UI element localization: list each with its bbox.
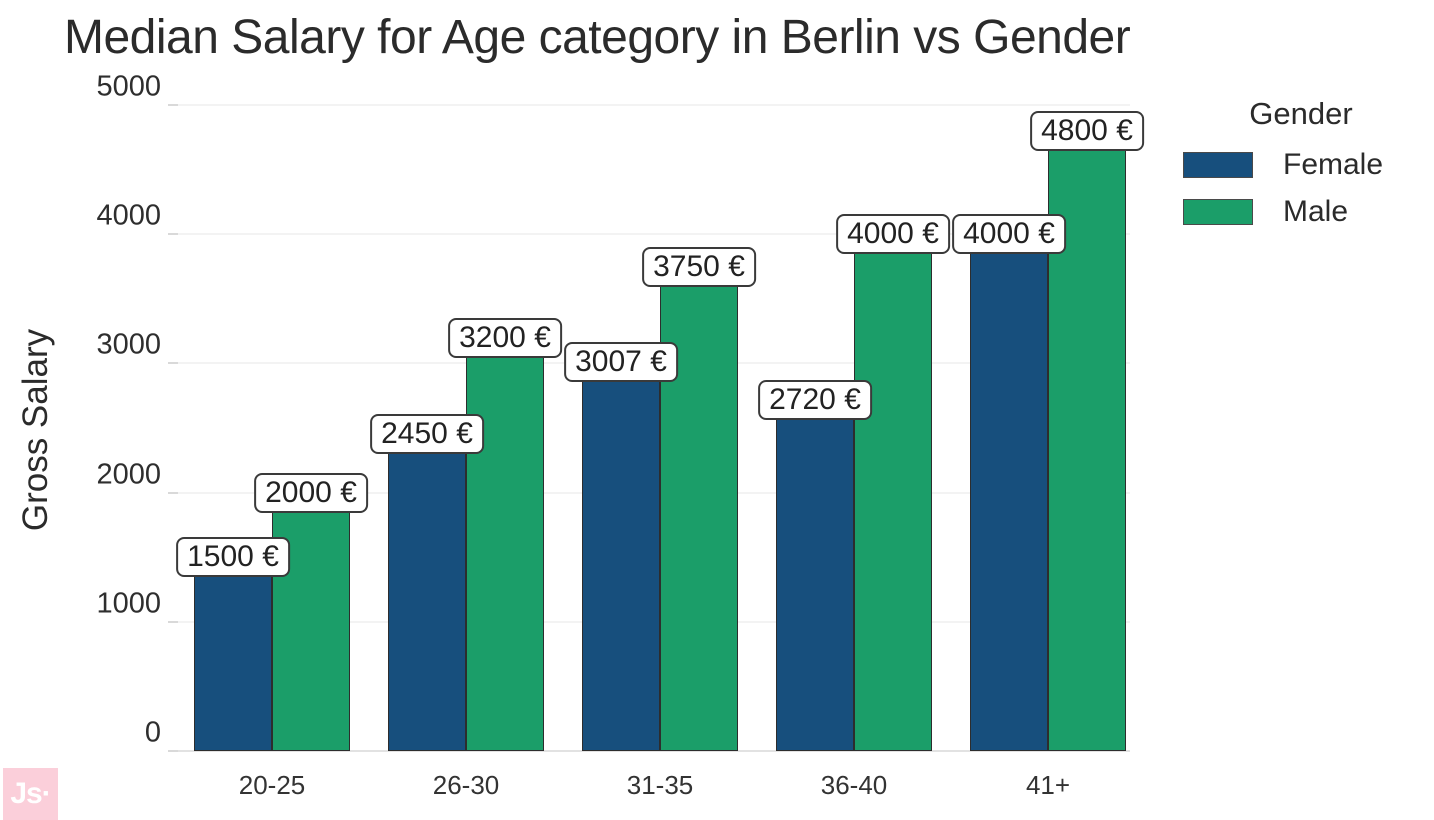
x-tick-label-41+: 41+ xyxy=(1025,770,1071,800)
value-label-male-31-35: 3750 € xyxy=(642,246,756,287)
bar-female-20-25 xyxy=(194,557,272,751)
legend-label-male: Male xyxy=(1283,195,1349,228)
y-tick-label-5000: 5000 xyxy=(96,70,161,103)
chart-title: Median Salary for Age category in Berlin… xyxy=(64,11,1131,64)
gridline-5000 xyxy=(175,104,1130,106)
value-label-male-20-25: 2000 € xyxy=(254,472,368,513)
bar-female-31-35 xyxy=(582,362,660,751)
value-label-female-41+: 4000 € xyxy=(952,214,1066,255)
plot-area: 0 1000 2000 3000 4000 5000 1500 € 2000 € 20-25 24… xyxy=(96,71,1144,800)
y-tick-label-3000: 3000 xyxy=(96,328,161,361)
value-label-female-36-40: 2720 € xyxy=(758,379,872,420)
y-tick-label-1000: 1000 xyxy=(96,587,161,620)
legend-item-male: Male xyxy=(1183,195,1419,229)
y-tick-1000 xyxy=(168,620,178,623)
value-label-male-41+: 4800 € xyxy=(1030,110,1144,151)
legend: Gender Female Male xyxy=(1183,96,1419,242)
bar-male-20-25 xyxy=(272,492,350,751)
gridline-0 xyxy=(175,750,1130,752)
y-tick-label-2000: 2000 xyxy=(96,458,161,491)
legend-swatch-male xyxy=(1183,199,1253,225)
x-tick-label-26-30: 26-30 xyxy=(432,770,500,800)
y-tick-label-0: 0 xyxy=(144,716,161,749)
x-tick-label-36-40: 36-40 xyxy=(820,770,888,800)
legend-item-female: Female xyxy=(1183,148,1419,182)
bar-female-26-30 xyxy=(388,434,466,751)
x-tick-label-20-25: 20-25 xyxy=(238,770,306,800)
y-tick-2000 xyxy=(168,491,178,494)
logo-badge: Js· xyxy=(3,768,58,820)
y-tick-5000 xyxy=(168,104,178,106)
value-label-female-20-25: 1500 € xyxy=(176,537,290,578)
y-tick-3000 xyxy=(168,362,178,365)
value-label-male-26-30: 3200 € xyxy=(448,317,562,358)
legend-label-female: Female xyxy=(1283,148,1384,181)
value-label-female-26-30: 2450 € xyxy=(370,414,484,455)
bar-male-26-30 xyxy=(466,337,544,751)
y-tick-4000 xyxy=(168,233,178,236)
bar-male-31-35 xyxy=(660,266,738,751)
x-tick-label-31-35: 31-35 xyxy=(626,770,694,800)
bar-female-36-40 xyxy=(776,399,854,751)
gridline-4000 xyxy=(175,233,1130,236)
bar-male-36-40 xyxy=(854,234,932,751)
bar-female-41+ xyxy=(970,234,1048,751)
y-tick-0 xyxy=(168,750,178,752)
value-label-female-31-35: 3007 € xyxy=(564,342,678,383)
legend-swatch-female xyxy=(1183,152,1253,178)
y-tick-label-4000: 4000 xyxy=(96,199,161,232)
value-label-male-36-40: 4000 € xyxy=(836,214,950,255)
legend-title: Gender xyxy=(1249,96,1353,131)
